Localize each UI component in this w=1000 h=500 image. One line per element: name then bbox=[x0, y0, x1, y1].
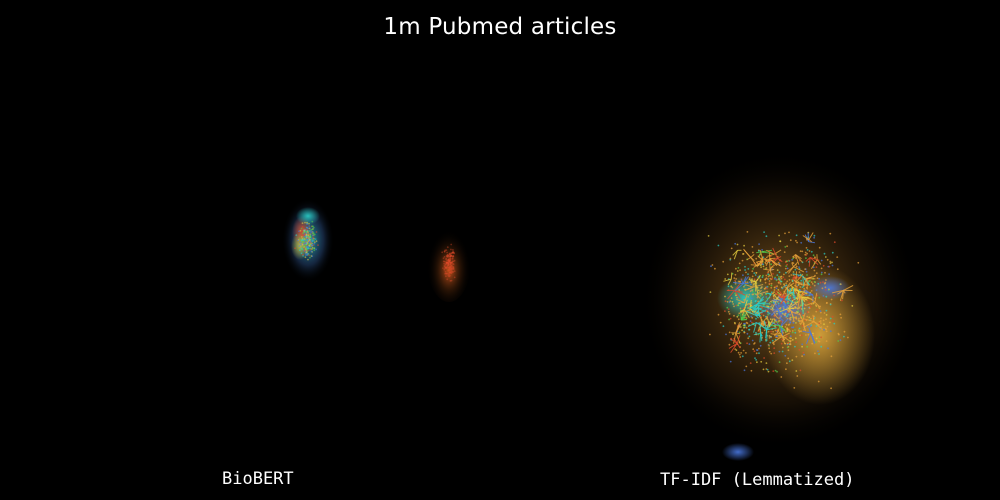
tfidf-cloud bbox=[640, 150, 920, 461]
biobert-secondary-cluster bbox=[427, 222, 471, 302]
tfidf-panel-label: TF-IDF (Lemmatized) bbox=[660, 470, 855, 490]
page-title: 1m Pubmed articles bbox=[383, 14, 617, 40]
scatter-points bbox=[294, 220, 860, 390]
biobert-panel-label: BioBERT bbox=[222, 469, 294, 489]
